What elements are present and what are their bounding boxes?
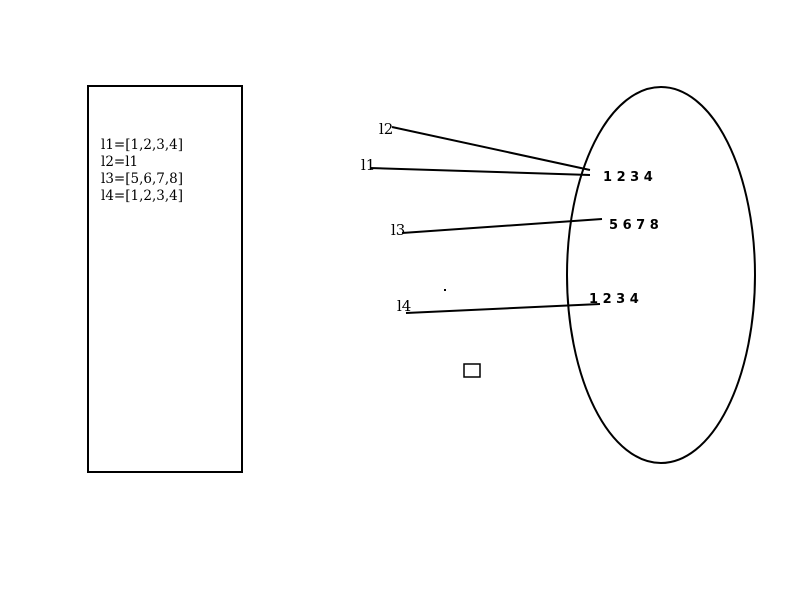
reference-line-l4 — [405, 303, 601, 314]
small-empty-box — [463, 363, 481, 378]
variable-label-l3: l3 — [391, 221, 405, 239]
variable-label-l4: l4 — [397, 297, 411, 315]
variable-label-l1: l1 — [361, 156, 375, 174]
list-value-a: 1 2 3 4 — [603, 170, 653, 185]
code-line-l1: l1=[1,2,3,4] — [101, 137, 183, 153]
code-line-l4: l4=[1,2,3,4] — [101, 188, 183, 204]
list-value-b: 5 6 7 8 — [609, 218, 659, 233]
stray-dot — [444, 289, 446, 291]
code-panel: l1=[1,2,3,4] l2=l1 l3=[5,6,7,8] l4=[1,2,… — [87, 85, 243, 473]
reference-line-l1 — [369, 167, 591, 176]
object-space-ellipse — [566, 86, 756, 464]
reference-line-l3 — [401, 218, 603, 234]
code-line-l2: l2=l1 — [101, 154, 139, 170]
reference-line-l2 — [391, 126, 591, 171]
list-value-c: 1 2 3 4 — [589, 292, 639, 307]
code-lines: l1=[1,2,3,4] l2=l1 l3=[5,6,7,8] l4=[1,2,… — [101, 137, 183, 205]
code-line-l3: l3=[5,6,7,8] — [101, 171, 183, 187]
variable-label-l2: l2 — [379, 120, 393, 138]
